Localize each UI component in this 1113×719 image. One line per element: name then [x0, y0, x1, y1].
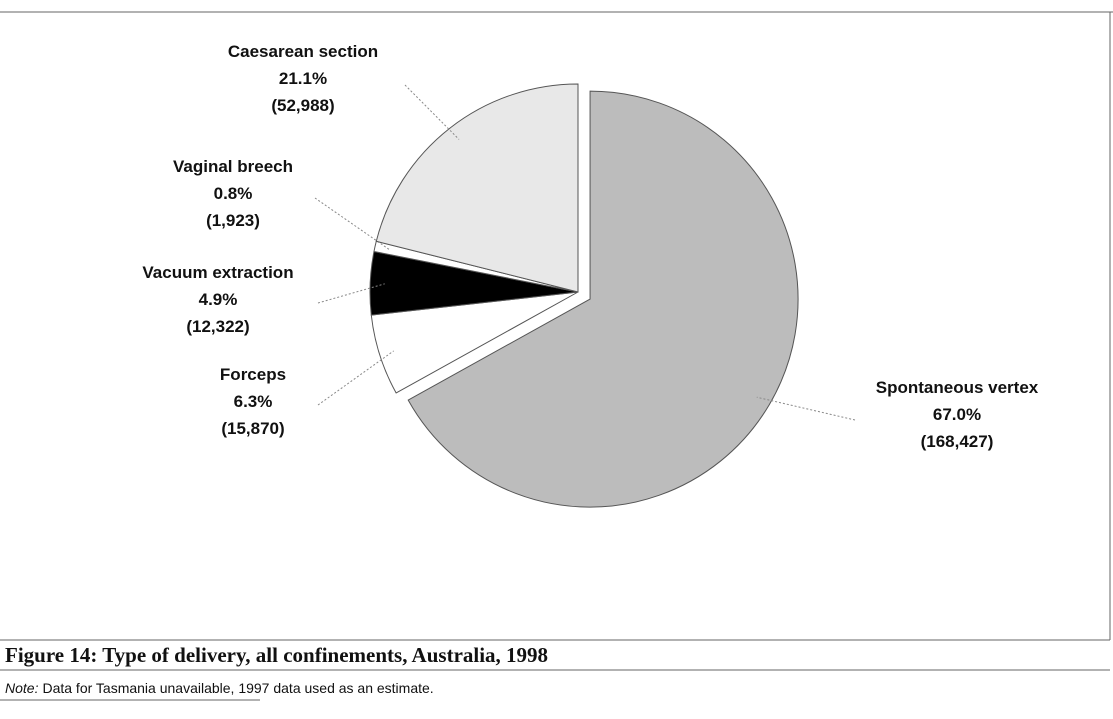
slice-label: Forceps	[220, 365, 286, 384]
slice-value-label: 0.8%	[214, 184, 253, 203]
note-label: Note:	[5, 680, 39, 696]
slice-value-label: 6.3%	[234, 392, 273, 411]
note: Note: Data for Tasmania unavailable, 1997…	[5, 680, 434, 696]
leader-line	[317, 350, 395, 406]
note-text: Data for Tasmania unavailable, 1997 data…	[42, 680, 433, 696]
chart-title: Figure 14: Type of delivery, all confine…	[5, 643, 548, 667]
pie-slice	[407, 90, 799, 508]
frame	[0, 11, 1113, 701]
slice-value-label: 21.1%	[279, 69, 327, 88]
slice-label: Spontaneous vertex	[876, 378, 1039, 397]
slice-count-label: (12,322)	[186, 317, 249, 336]
leader-line	[314, 197, 390, 250]
slice-count-label: (15,870)	[221, 419, 284, 438]
slice-label: Caesarean section	[228, 42, 378, 61]
slice-value-label: 67.0%	[933, 405, 981, 424]
leader-line	[404, 84, 460, 140]
pie-slice	[375, 83, 579, 293]
slice-count-label: (168,427)	[921, 432, 994, 451]
slice-label: Vaginal breech	[173, 157, 293, 176]
slice-count-label: (52,988)	[271, 96, 334, 115]
slice-count-label: (1,923)	[206, 211, 260, 230]
leader-line	[756, 396, 856, 421]
slice-label: Vacuum extraction	[142, 263, 293, 282]
slice-value-label: 4.9%	[199, 290, 238, 309]
leader-line	[317, 283, 385, 304]
